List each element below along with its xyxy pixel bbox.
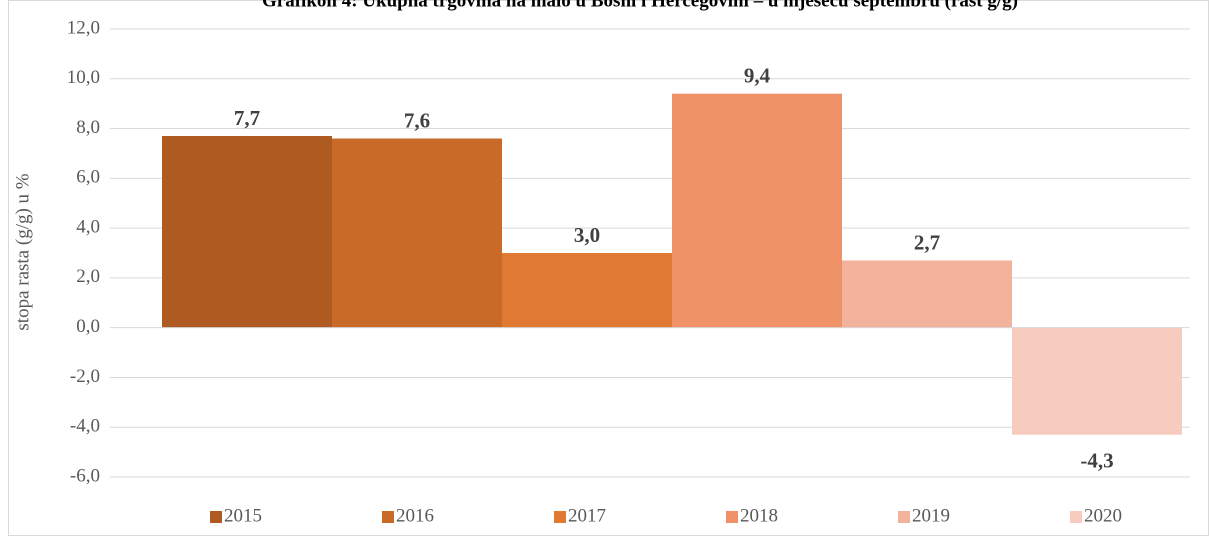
legend-label: 2018 [740,505,778,526]
y-tick-label: 6,0 [76,167,100,188]
y-tick-label: -4,0 [70,416,100,437]
bar [842,260,1012,328]
y-tick-label: 10,0 [67,67,100,88]
value-label: 9,4 [744,64,771,88]
value-label: 3,0 [574,223,600,247]
y-tick-label: 4,0 [76,216,100,237]
legend-label: 2020 [1084,505,1122,526]
y-tick-label: -2,0 [70,366,100,387]
y-tick-label: 2,0 [76,266,100,287]
y-tick-label: 0,0 [76,316,100,337]
legend-label: 2015 [224,505,262,526]
bar [502,253,672,328]
legend-swatch [554,511,566,523]
y-tick-label: 12,0 [67,17,100,38]
bar [162,136,332,328]
legend-label: 2016 [396,505,434,526]
legend-swatch [726,511,738,523]
legend-swatch [210,511,222,523]
value-label: 7,6 [404,108,430,132]
chart-title: Grafikon 4: Ukupna trgovina na malo u Bo… [262,0,1018,11]
legend-label: 2019 [912,505,950,526]
legend-label: 2017 [568,505,606,526]
bar [672,93,842,328]
value-label: 2,7 [914,230,940,254]
y-tick-label: -6,0 [70,465,100,486]
legend-swatch [1070,511,1082,523]
value-label: 7,7 [234,106,260,130]
value-label: -4,3 [1080,449,1113,473]
bar [332,138,502,328]
legend-swatch [898,511,910,523]
legend-swatch [382,511,394,523]
y-tick-label: 8,0 [76,117,100,138]
y-axis-label: stopa rasta (g/g) u % [12,173,33,330]
bar [1012,327,1182,435]
